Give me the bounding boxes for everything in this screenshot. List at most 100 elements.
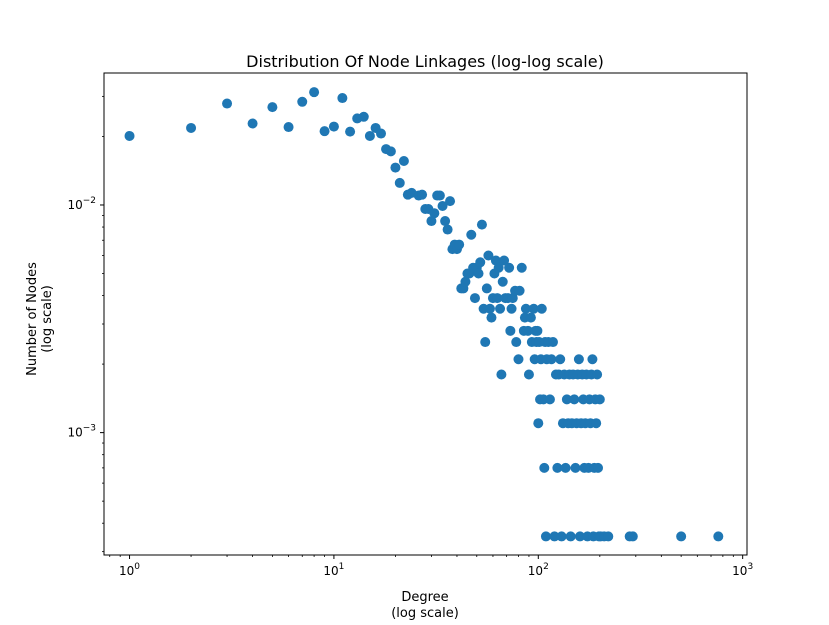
data-point (592, 369, 603, 380)
y-axis-ticks: 10−3 10−2 (67, 95, 104, 553)
data-point (536, 303, 547, 314)
data-point (445, 196, 456, 207)
data-point (442, 224, 453, 235)
data-point (532, 325, 543, 336)
data-point (569, 394, 580, 405)
data-point (469, 293, 480, 304)
data-point (552, 462, 563, 473)
data-point (486, 312, 497, 323)
data-point (514, 285, 525, 296)
y-tick-label: 10−2 (67, 196, 96, 212)
data-point (440, 216, 451, 227)
data-point (376, 128, 387, 139)
y-tick-label: 10−3 (67, 424, 96, 440)
data-point (475, 257, 486, 268)
data-point (186, 122, 197, 133)
data-point (591, 418, 602, 429)
data-point (561, 394, 572, 405)
x-tick-label: 100 (119, 562, 140, 578)
data-point (434, 190, 445, 201)
data-point (124, 130, 135, 141)
data-point (570, 462, 581, 473)
data-point (587, 354, 598, 365)
data-point (364, 130, 375, 141)
data-point (495, 303, 506, 314)
data-point (627, 531, 638, 542)
data-point (520, 303, 531, 314)
x-axis-label: Degree (401, 590, 448, 605)
data-point (473, 268, 484, 279)
data-point (394, 177, 405, 188)
data-point (483, 250, 494, 261)
data-point (337, 93, 348, 104)
data-point (390, 162, 401, 173)
data-point (319, 126, 330, 137)
data-point (429, 208, 440, 219)
x-tick-label: 102 (528, 562, 549, 578)
data-point (466, 229, 477, 240)
data-point (713, 531, 724, 542)
data-point (484, 303, 495, 314)
data-point (516, 262, 527, 273)
data-point (603, 531, 614, 542)
data-point (476, 219, 487, 230)
data-point (267, 102, 278, 113)
data-point (546, 354, 557, 365)
x-axis-ticks: 100 101 102 103 (109, 555, 753, 578)
data-point (505, 325, 516, 336)
data-point (492, 293, 503, 304)
data-point (504, 262, 515, 273)
data-point (222, 98, 233, 109)
data-point (506, 303, 517, 314)
data-points (124, 87, 724, 542)
data-point (297, 96, 308, 107)
data-point (247, 118, 258, 129)
data-point (547, 337, 558, 348)
data-point (555, 354, 566, 365)
data-point (309, 87, 320, 98)
data-point (575, 531, 586, 542)
plot-frame (103, 72, 748, 556)
data-point (385, 146, 396, 157)
data-point (533, 418, 544, 429)
data-point (345, 126, 356, 137)
data-point (593, 462, 604, 473)
data-point (417, 189, 428, 200)
data-point (513, 354, 524, 365)
x-tick-label: 103 (732, 562, 753, 578)
data-point (525, 312, 536, 323)
data-point (528, 303, 539, 314)
x-tick-label: 101 (323, 562, 344, 578)
data-point (573, 354, 584, 365)
data-point (523, 369, 534, 380)
data-point (544, 394, 555, 405)
data-point (556, 531, 567, 542)
data-point (549, 531, 560, 542)
data-point (499, 255, 510, 266)
y-axis-label-scale: (log scale) (40, 285, 55, 353)
y-axis-label: Number of Nodes (25, 262, 40, 376)
data-point (539, 462, 550, 473)
data-point (496, 369, 507, 380)
data-point (358, 111, 369, 122)
data-point (676, 531, 687, 542)
data-point (497, 276, 508, 287)
data-point (437, 200, 448, 211)
data-point (522, 325, 533, 336)
data-point (540, 531, 551, 542)
data-point (328, 121, 339, 132)
data-point (565, 531, 576, 542)
data-point (560, 462, 571, 473)
data-point (460, 276, 471, 287)
x-axis-label-scale: (log scale) (391, 606, 459, 621)
data-point (283, 122, 294, 133)
data-point (511, 337, 522, 348)
data-point (493, 262, 504, 273)
data-point (454, 239, 465, 250)
data-point (426, 216, 437, 227)
data-point (594, 394, 605, 405)
data-point (398, 156, 409, 167)
data-point (481, 283, 492, 294)
